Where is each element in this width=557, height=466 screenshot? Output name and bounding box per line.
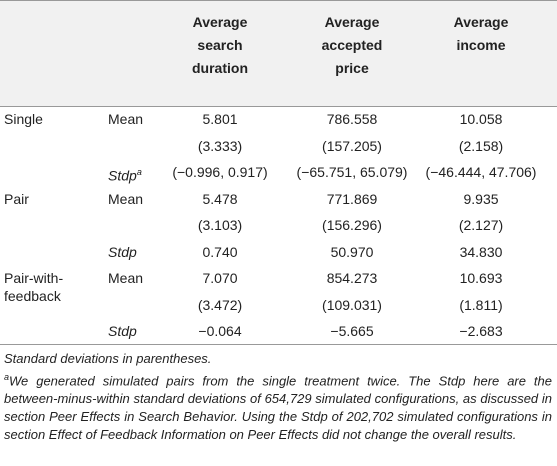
cell: 0.740 <box>202 243 238 260</box>
row-stat: Stdp <box>108 244 137 260</box>
cell: 5.801 <box>202 111 238 127</box>
cell: 854.273 <box>326 270 378 286</box>
cell: (1.811) <box>459 296 503 313</box>
column-header: accepted <box>321 37 383 53</box>
notes: Standard deviations in parentheses. aWe … <box>4 350 552 444</box>
note-marker: a <box>4 372 10 382</box>
cell: (3.103) <box>197 217 243 233</box>
cell: (109.031) <box>322 296 382 313</box>
cell: 10.693 <box>459 270 503 286</box>
row-group: Single <box>4 111 43 127</box>
cell: (2.158) <box>458 137 504 154</box>
row-stat: Mean <box>108 270 143 286</box>
cell: 10.058 <box>459 111 503 127</box>
stat-marker: a <box>136 167 142 177</box>
cell: 50.970 <box>330 243 374 260</box>
cell: (2.127) <box>458 217 504 233</box>
cell: −2.683 <box>459 323 503 339</box>
column-header: Average <box>453 14 509 30</box>
cell: 771.869 <box>326 190 378 207</box>
header-band <box>0 0 557 107</box>
cell: 5.478 <box>202 190 238 207</box>
stat-label: Stdp <box>108 167 137 184</box>
note: Standard deviations in parentheses. <box>4 351 212 366</box>
cell: 7.070 <box>202 270 238 286</box>
cell: (−65.751, 65.079) <box>296 164 408 180</box>
column-header: price <box>335 60 369 76</box>
note: aWe generated simulated pairs from the s… <box>4 368 552 444</box>
stat-label: Mean <box>108 270 144 286</box>
row-group: feedback <box>4 288 61 304</box>
cell: (156.296) <box>322 217 382 233</box>
stat-label: Mean <box>108 190 144 207</box>
column-header: income <box>456 37 506 53</box>
row-stat: Stdp <box>108 323 137 339</box>
cell: −0.064 <box>198 323 242 339</box>
cell: 34.830 <box>459 243 503 260</box>
row-group: Pair-with- <box>4 270 64 286</box>
row-group: Pair <box>4 190 29 207</box>
cell: 9.935 <box>463 190 499 207</box>
cell: 786.558 <box>326 111 378 127</box>
cell: (−0.996, 0.917) <box>172 164 268 180</box>
rule <box>0 344 557 345</box>
cell: (3.472) <box>197 296 243 313</box>
row-stat: Stdpa <box>108 164 142 184</box>
column-header: Average <box>324 14 380 30</box>
column-header: Average <box>192 14 248 30</box>
cell: −5.665 <box>330 323 374 339</box>
stat-label: Stdp <box>108 323 137 339</box>
stat-label: Stdp <box>108 243 137 260</box>
note-text: We generated simulated pairs from the si… <box>4 373 552 443</box>
row-stat: Mean <box>108 111 143 127</box>
stat-label: Mean <box>108 111 144 127</box>
row-stat: Mean <box>108 191 143 207</box>
cell: (157.205) <box>322 137 382 154</box>
column-header: search <box>197 37 243 53</box>
cell: (−46.444, 47.706) <box>425 164 537 180</box>
cell: (3.333) <box>197 137 243 154</box>
column-header: duration <box>192 60 248 76</box>
